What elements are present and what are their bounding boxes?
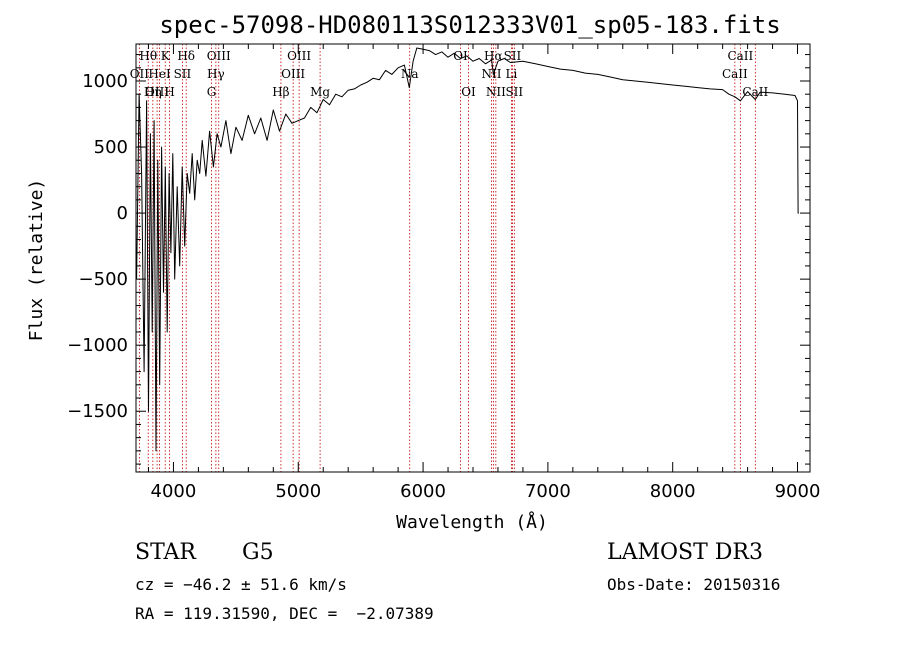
spectral-line-label: H <box>164 85 174 99</box>
spectrum-line <box>136 47 799 452</box>
x-tick-label: 5000 <box>275 481 321 502</box>
spectral-line-label: CaII <box>722 67 748 81</box>
spectral-line-markers <box>138 44 756 472</box>
spectral-line-label: Hδ <box>177 49 195 63</box>
chart-title: spec-57098-HD080113S012333V01_sp05-183.f… <box>159 11 780 39</box>
spectral-line-label: OI <box>453 49 468 63</box>
spectral-line-label: K <box>161 49 171 63</box>
ra-dec: RA = 119.31590, DEC = −2.07389 <box>135 604 434 623</box>
spectral-line-labels: Hθ OII OIII K HeI Hη H Hδ SII OIII Hγ G Hβ OIII OIII Mg… <box>130 49 769 99</box>
spectral-line-label: HeI <box>148 67 171 81</box>
y-tick-label: −500 <box>79 269 128 290</box>
spectral-line-label: SII <box>505 85 523 99</box>
spectral-line-label: OIII <box>145 85 169 99</box>
spectral-line-label: SII <box>504 49 522 63</box>
y-tick-label: 500 <box>94 137 128 158</box>
object-subclass: G5 <box>242 540 274 565</box>
spectral-line-label: OIII <box>287 49 311 63</box>
y-axis-label: Flux (relative) <box>26 179 47 342</box>
y-tick-label: −1500 <box>67 401 128 422</box>
object-class: STAR <box>135 540 196 565</box>
plot-frame <box>135 43 811 473</box>
y-axis-ticks: −1500 −1000 −500 0 500 1000 <box>67 54 810 465</box>
spectral-line-label: CaII <box>727 49 753 63</box>
spectral-line-label: G <box>207 85 217 99</box>
spectral-line-label: NII <box>481 67 501 81</box>
spectral-line-label: OI <box>461 85 476 99</box>
spectral-line-label: NII <box>486 85 506 99</box>
spectral-line-label: Hα <box>484 49 503 63</box>
spectrum-series <box>136 47 799 452</box>
y-tick-label: 1000 <box>82 71 128 92</box>
spectral-line-label: SII <box>174 67 192 81</box>
spectral-line-label: Hη <box>144 85 162 99</box>
spectral-line-label: Na <box>401 67 419 81</box>
redshift-cz: cz = −46.2 ± 51.6 km/s <box>135 575 347 594</box>
obs-date: Obs-Date: 20150316 <box>607 575 781 594</box>
survey-name: LAMOST DR3 <box>607 540 763 565</box>
spectral-line-label: Li <box>506 67 518 81</box>
spectral-line-label: CaII <box>742 85 768 99</box>
y-tick-label: 0 <box>117 203 128 224</box>
spectral-line-label: Hγ <box>207 67 225 81</box>
spectral-line-label: Hβ <box>272 85 289 99</box>
y-tick-label: −1000 <box>67 335 128 356</box>
x-tick-label: 6000 <box>400 481 446 502</box>
x-tick-label: 8000 <box>650 481 696 502</box>
spectral-line-label: Mg <box>310 85 330 99</box>
x-tick-label: 4000 <box>151 481 197 502</box>
x-tick-label: 7000 <box>525 481 571 502</box>
spectral-line-label: OIII <box>207 49 231 63</box>
x-axis-label: Wavelength (Å) <box>396 511 548 533</box>
spectral-line-label: Hθ <box>139 49 157 63</box>
spectral-line-label: OII <box>130 67 150 81</box>
spectral-line-label: OIII <box>281 67 305 81</box>
x-axis-ticks: 4000 5000 6000 7000 8000 9000 <box>147 44 821 502</box>
x-tick-label: 9000 <box>775 481 821 502</box>
